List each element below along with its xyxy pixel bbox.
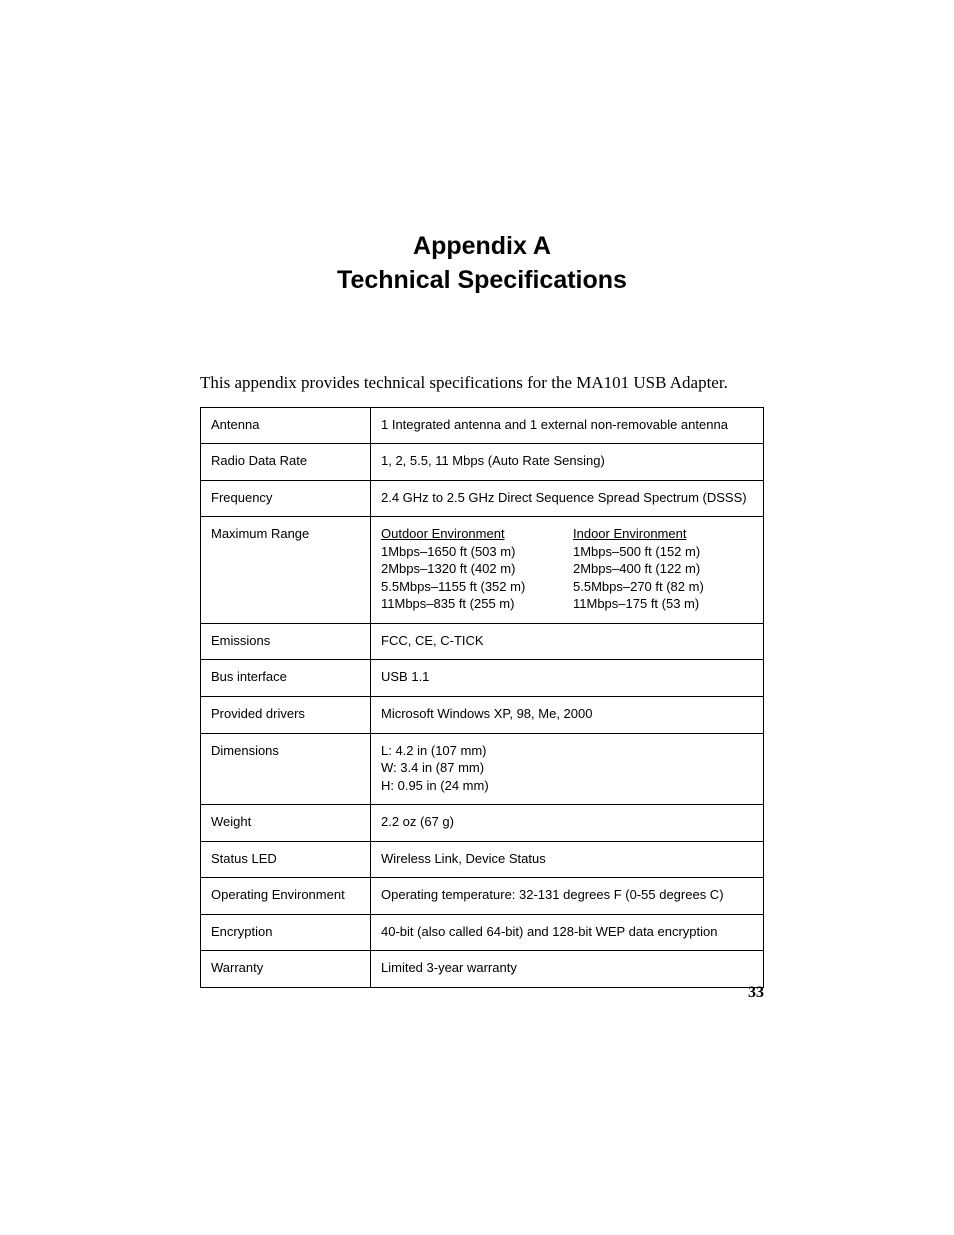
range-line: 5.5Mbps–1155 ft (352 m) <box>381 579 525 594</box>
range-line: 2Mbps–1320 ft (402 m) <box>381 561 515 576</box>
table-row: Dimensions L: 4.2 in (107 mm) W: 3.4 in … <box>201 733 764 805</box>
spec-label: Weight <box>201 805 371 842</box>
range-line: 1Mbps–500 ft (152 m) <box>573 544 700 559</box>
spec-value: Wireless Link, Device Status <box>371 841 764 878</box>
table-row: Provided drivers Microsoft Windows XP, 9… <box>201 696 764 733</box>
appendix-heading: Appendix A Technical Specifications <box>200 230 764 298</box>
spec-label: Maximum Range <box>201 517 371 624</box>
spec-value: FCC, CE, C-TICK <box>371 623 764 660</box>
specs-table-body: Antenna 1 Integrated antenna and 1 exter… <box>201 407 764 987</box>
table-row: Antenna 1 Integrated antenna and 1 exter… <box>201 407 764 444</box>
table-row: Operating Environment Operating temperat… <box>201 878 764 915</box>
range-line: 11Mbps–175 ft (53 m) <box>573 596 699 611</box>
table-row: Maximum Range Outdoor Environment 1Mbps–… <box>201 517 764 624</box>
range-line: 2Mbps–400 ft (122 m) <box>573 561 700 576</box>
range-indoor-column: Indoor Environment 1Mbps–500 ft (152 m) … <box>573 525 753 613</box>
spec-label: Antenna <box>201 407 371 444</box>
table-row: Status LED Wireless Link, Device Status <box>201 841 764 878</box>
spec-value-range: Outdoor Environment 1Mbps–1650 ft (503 m… <box>371 517 764 624</box>
range-columns: Outdoor Environment 1Mbps–1650 ft (503 m… <box>381 525 753 613</box>
table-row: Weight 2.2 oz (67 g) <box>201 805 764 842</box>
intro-paragraph: This appendix provides technical specifi… <box>200 373 764 393</box>
spec-label: Frequency <box>201 480 371 517</box>
table-row: Encryption 40-bit (also called 64-bit) a… <box>201 914 764 951</box>
dimension-line: H: 0.95 in (24 mm) <box>381 777 753 795</box>
table-row: Radio Data Rate 1, 2, 5.5, 11 Mbps (Auto… <box>201 444 764 481</box>
spec-value: USB 1.1 <box>371 660 764 697</box>
table-row: Frequency 2.4 GHz to 2.5 GHz Direct Sequ… <box>201 480 764 517</box>
table-row: Bus interface USB 1.1 <box>201 660 764 697</box>
page-number: 33 <box>748 984 764 1002</box>
spec-value: 40-bit (also called 64-bit) and 128-bit … <box>371 914 764 951</box>
range-indoor-header: Indoor Environment <box>573 526 686 541</box>
dimension-line: W: 3.4 in (87 mm) <box>381 759 753 777</box>
spec-value: 1, 2, 5.5, 11 Mbps (Auto Rate Sensing) <box>371 444 764 481</box>
specs-table: Antenna 1 Integrated antenna and 1 exter… <box>200 407 764 988</box>
range-outdoor-column: Outdoor Environment 1Mbps–1650 ft (503 m… <box>381 525 561 613</box>
spec-value-dimensions: L: 4.2 in (107 mm) W: 3.4 in (87 mm) H: … <box>371 733 764 805</box>
spec-value: 2.4 GHz to 2.5 GHz Direct Sequence Sprea… <box>371 480 764 517</box>
spec-label: Warranty <box>201 951 371 988</box>
spec-value: Operating temperature: 32-131 degrees F … <box>371 878 764 915</box>
spec-label: Radio Data Rate <box>201 444 371 481</box>
dimension-line: L: 4.2 in (107 mm) <box>381 742 753 760</box>
spec-label: Dimensions <box>201 733 371 805</box>
range-line: 5.5Mbps–270 ft (82 m) <box>573 579 704 594</box>
spec-value: Limited 3-year warranty <box>371 951 764 988</box>
heading-line-1: Appendix A <box>413 232 551 260</box>
range-line: 11Mbps–835 ft (255 m) <box>381 596 514 611</box>
range-line: 1Mbps–1650 ft (503 m) <box>381 544 515 559</box>
spec-value: 2.2 oz (67 g) <box>371 805 764 842</box>
spec-value: Microsoft Windows XP, 98, Me, 2000 <box>371 696 764 733</box>
spec-label: Operating Environment <box>201 878 371 915</box>
spec-label: Bus interface <box>201 660 371 697</box>
heading-line-2: Technical Specifications <box>337 266 627 294</box>
document-page: Appendix A Technical Specifications This… <box>0 0 954 988</box>
spec-label: Provided drivers <box>201 696 371 733</box>
table-row: Warranty Limited 3-year warranty <box>201 951 764 988</box>
range-outdoor-header: Outdoor Environment <box>381 526 505 541</box>
spec-label: Emissions <box>201 623 371 660</box>
spec-value: 1 Integrated antenna and 1 external non-… <box>371 407 764 444</box>
spec-label: Status LED <box>201 841 371 878</box>
spec-label: Encryption <box>201 914 371 951</box>
table-row: Emissions FCC, CE, C-TICK <box>201 623 764 660</box>
